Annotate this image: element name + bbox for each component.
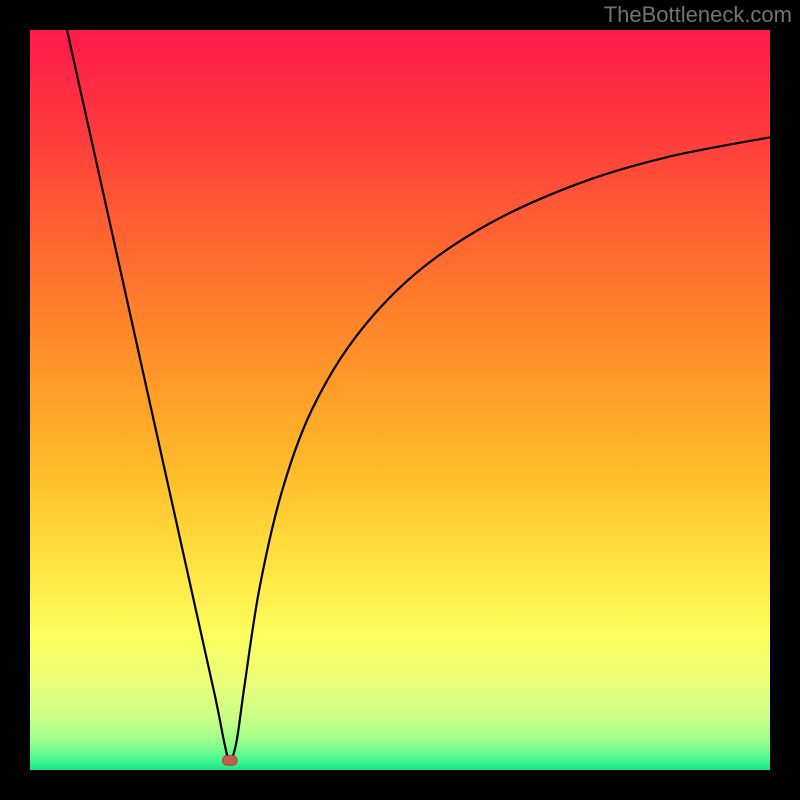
chart-svg — [0, 0, 800, 800]
plot-area — [30, 30, 770, 770]
gradient-background — [30, 30, 770, 770]
figure-root: TheBottleneck.com — [0, 0, 800, 800]
minimum-marker — [222, 756, 237, 766]
